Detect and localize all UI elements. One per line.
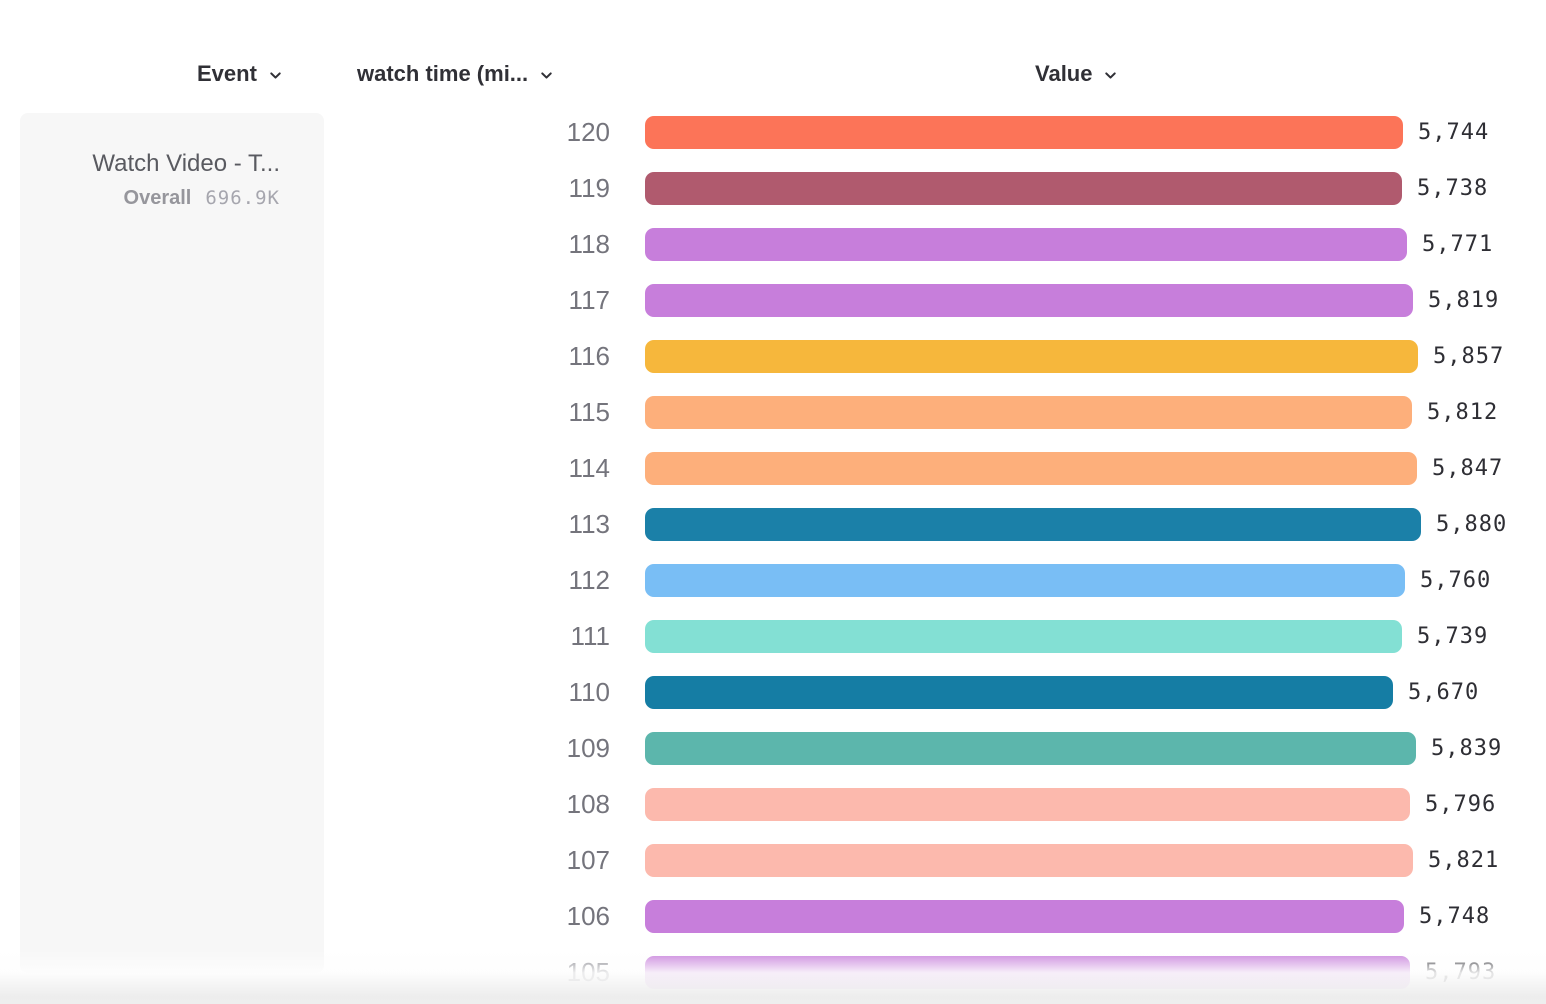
bar-value-label: 5,880 xyxy=(1436,512,1508,537)
bar-value-label: 5,760 xyxy=(1420,568,1492,593)
row-category-label: 114 xyxy=(568,453,610,483)
bar[interactable] xyxy=(645,340,1418,373)
row-category-label: 109 xyxy=(566,733,610,763)
bar[interactable] xyxy=(645,900,1404,933)
watch-time-column-label: watch time (mi... xyxy=(357,61,529,86)
watch-time-column-header[interactable]: watch time (mi... xyxy=(357,58,554,90)
bar-value-label: 5,748 xyxy=(1419,904,1491,929)
row-category-label: 108 xyxy=(566,789,610,819)
bar[interactable] xyxy=(645,564,1405,597)
bar[interactable] xyxy=(645,620,1402,653)
chart-row: 116 5,857 xyxy=(0,328,1546,384)
chart-row: 115 5,812 xyxy=(0,384,1546,440)
chevron-down-icon xyxy=(1105,72,1117,79)
chevron-down-icon xyxy=(541,72,552,79)
bar-value-label: 5,847 xyxy=(1432,456,1504,481)
row-category-label: 111 xyxy=(570,621,610,651)
bar-value-label: 5,796 xyxy=(1425,792,1497,817)
event-column-label: Event xyxy=(197,61,257,86)
bar-value-label: 5,839 xyxy=(1431,736,1503,761)
bar-value-label: 5,821 xyxy=(1428,848,1500,873)
chart-row: 120 5,744 xyxy=(0,104,1546,160)
bar[interactable] xyxy=(645,228,1407,261)
row-category-label: 110 xyxy=(568,677,610,707)
row-category-label: 120 xyxy=(566,117,610,147)
bar[interactable] xyxy=(645,732,1416,765)
chart-row: 105 5,793 xyxy=(0,944,1546,1000)
chart-row: 109 5,839 xyxy=(0,720,1546,776)
bar-value-label: 5,744 xyxy=(1418,120,1490,145)
event-overall-row: Overall 696.9K xyxy=(20,187,280,210)
bar-value-label: 5,739 xyxy=(1417,624,1489,649)
row-category-label: 107 xyxy=(566,845,610,875)
chart-row: 114 5,847 xyxy=(0,440,1546,496)
bar[interactable] xyxy=(645,788,1410,821)
bar[interactable] xyxy=(645,284,1413,317)
row-category-label: 113 xyxy=(568,509,610,539)
bar[interactable] xyxy=(645,396,1412,429)
row-category-label: 116 xyxy=(568,341,610,371)
bar-value-label: 5,738 xyxy=(1417,176,1489,201)
chart-row: 117 5,819 xyxy=(0,272,1546,328)
value-column-label: Value xyxy=(1035,61,1093,86)
chevron-down-icon xyxy=(270,72,281,79)
chart-row: 106 5,748 xyxy=(0,888,1546,944)
bar[interactable] xyxy=(645,676,1393,709)
row-category-label: 119 xyxy=(568,173,610,203)
bar[interactable] xyxy=(645,956,1410,989)
bar-value-label: 5,771 xyxy=(1422,232,1494,257)
bar-value-label: 5,793 xyxy=(1425,960,1497,985)
row-category-label: 118 xyxy=(568,229,610,259)
value-column-header[interactable]: Value xyxy=(1035,58,1118,90)
row-category-label: 115 xyxy=(568,397,610,427)
bar-value-label: 5,670 xyxy=(1408,680,1480,705)
bar-value-label: 5,812 xyxy=(1427,400,1499,425)
row-category-label: 112 xyxy=(568,565,610,595)
overall-value: 696.9K xyxy=(205,187,280,209)
bar[interactable] xyxy=(645,452,1417,485)
chart-row: 119 5,738 xyxy=(0,160,1546,216)
chart-row: 111 5,739 xyxy=(0,608,1546,664)
bar[interactable] xyxy=(645,844,1413,877)
bar-value-label: 5,819 xyxy=(1428,288,1500,313)
bar[interactable] xyxy=(645,172,1402,205)
overall-label: Overall xyxy=(123,187,192,209)
chart-row: 110 5,670 xyxy=(0,664,1546,720)
chart-row: 113 5,880 xyxy=(0,496,1546,552)
event-card[interactable]: Watch Video - T... Overall 696.9K xyxy=(20,113,324,973)
row-category-label: 105 xyxy=(566,957,610,987)
event-title: Watch Video - T... xyxy=(92,150,280,177)
chart-row: 112 5,760 xyxy=(0,552,1546,608)
event-column-header[interactable]: Event xyxy=(197,58,283,90)
chart-row: 107 5,821 xyxy=(0,832,1546,888)
row-category-label: 106 xyxy=(566,901,610,931)
bar[interactable] xyxy=(645,508,1421,541)
row-category-label: 117 xyxy=(568,285,610,315)
chart-row: 118 5,771 xyxy=(0,216,1546,272)
bar[interactable] xyxy=(645,116,1403,149)
bar-value-label: 5,857 xyxy=(1433,344,1505,369)
chart-row: 108 5,796 xyxy=(0,776,1546,832)
